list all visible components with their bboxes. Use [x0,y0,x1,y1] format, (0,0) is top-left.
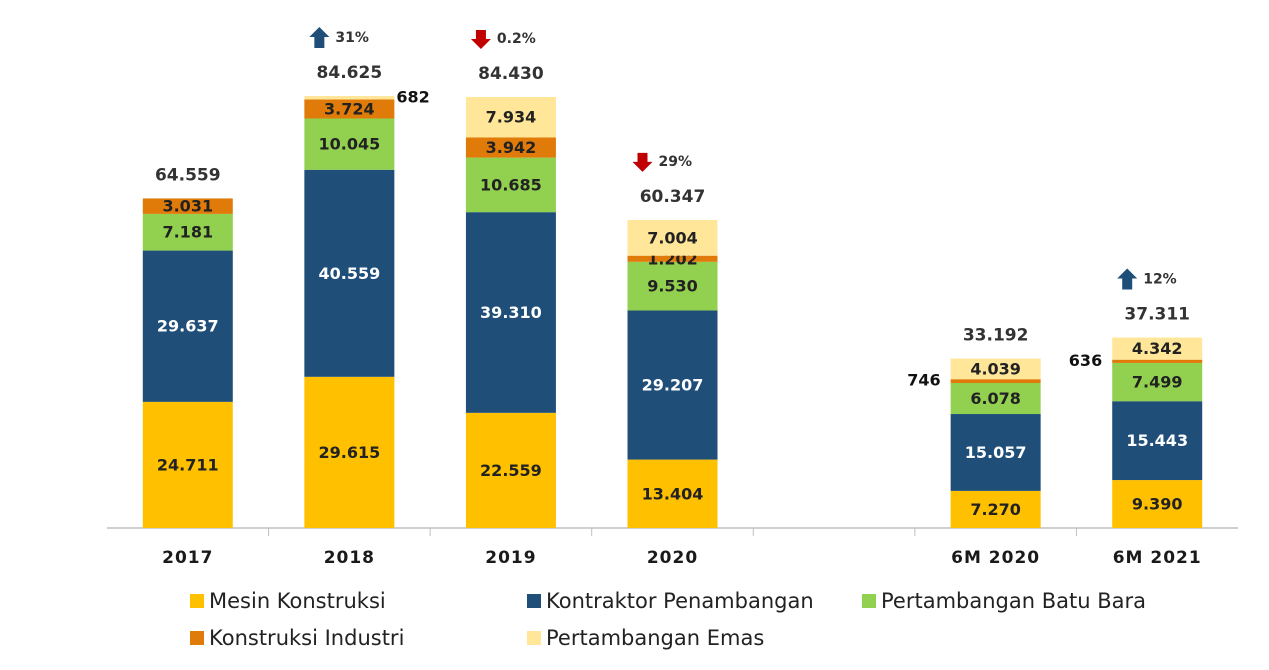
value-label: 39.310 [480,303,542,322]
value-label: 7.004 [647,228,698,247]
bar-segment [627,255,718,262]
value-label: 4.342 [1132,339,1183,358]
value-label: 9.390 [1132,495,1183,514]
value-label: 7.270 [970,500,1021,519]
value-label: 29.615 [318,443,380,462]
bar-segment [142,401,233,528]
bar-segment [465,96,556,138]
value-label: 29.637 [157,317,219,336]
x-tick-label: 2017 [162,548,213,568]
total-label: 33.192 [963,326,1029,346]
total-label: 84.625 [317,63,383,83]
bar-segment [465,157,556,213]
value-label: 636 [1069,351,1102,370]
total-label: 64.559 [155,165,221,185]
bar-segment [304,96,395,100]
value-label: 10.685 [480,175,542,194]
legend-swatch [862,594,876,608]
value-label: 746 [907,371,940,390]
bar-segment [950,490,1041,528]
value-label: 24.711 [157,455,219,474]
value-label: 40.559 [318,264,380,283]
value-label: 29.207 [642,376,704,395]
x-tick-label: 2018 [324,548,375,568]
value-label: 4.039 [970,359,1021,378]
x-tick-label: 6M 2021 [1113,548,1202,568]
value-label: 22.559 [480,461,542,480]
x-tick-label: 6M 2020 [951,548,1040,568]
legend-label: Mesin Konstruksi [209,589,386,613]
bar-segment [142,250,233,402]
bar-segment [1112,480,1203,528]
value-label: 7.499 [1132,373,1183,392]
value-label: 15.443 [1126,431,1188,450]
bar-segment [1112,337,1203,360]
bar-segment [950,358,1041,380]
change-arrow [1117,268,1138,290]
change-arrow [470,29,491,49]
legend-label: Konstruksi Industri [209,626,404,650]
x-tick-label: 2019 [485,548,536,568]
change-arrow [632,152,653,172]
bar-segment [465,137,556,158]
bar-segment [1112,362,1203,402]
total-label: 60.347 [640,187,706,207]
bar-segment [304,99,395,119]
legend-label: Kontraktor Penambangan [546,589,814,613]
bar-segment [304,169,395,377]
legend-swatch [527,631,541,645]
value-label: 3.942 [486,138,537,157]
bar-segment [627,310,718,460]
value-label: 9.530 [647,277,698,296]
bar-segment [304,376,395,528]
bar-segment [304,118,395,170]
change-label: 29% [659,154,693,170]
bar-segment [627,261,718,311]
x-tick-label: 2020 [647,548,698,568]
change-label: 31% [335,30,369,46]
bar-segment [1112,359,1203,363]
total-label: 84.430 [478,64,544,84]
value-label: 13.404 [642,484,704,503]
bar-segment [1112,401,1203,481]
bar-segment [142,198,233,214]
change-arrow [309,27,330,48]
value-label: 6.078 [970,389,1021,408]
legend-label: Pertambangan Emas [546,626,764,650]
total-label: 37.311 [1124,305,1190,325]
legend-label: Pertambangan Batu Bara [881,589,1146,613]
bar-segment [950,414,1041,491]
value-label: 7.934 [486,108,537,127]
bar-segment [465,412,556,528]
value-label: 682 [396,88,429,107]
change-label: 12% [1143,272,1177,288]
bar-segment [465,212,556,413]
value-label: 15.057 [965,443,1027,462]
value-label: 3.031 [162,197,213,216]
bar-segment [142,213,233,251]
change-label: 0.2% [497,31,536,47]
bar-segment [950,379,1041,383]
value-label: 3.724 [324,99,375,118]
bar-segment [627,459,718,528]
value-label: 10.045 [318,135,380,154]
legend-swatch [190,594,204,608]
bar-segment [627,219,718,256]
legend-swatch [527,594,541,608]
legend-swatch [190,631,204,645]
bar-segment [950,382,1041,415]
value-label: 7.181 [162,223,213,242]
